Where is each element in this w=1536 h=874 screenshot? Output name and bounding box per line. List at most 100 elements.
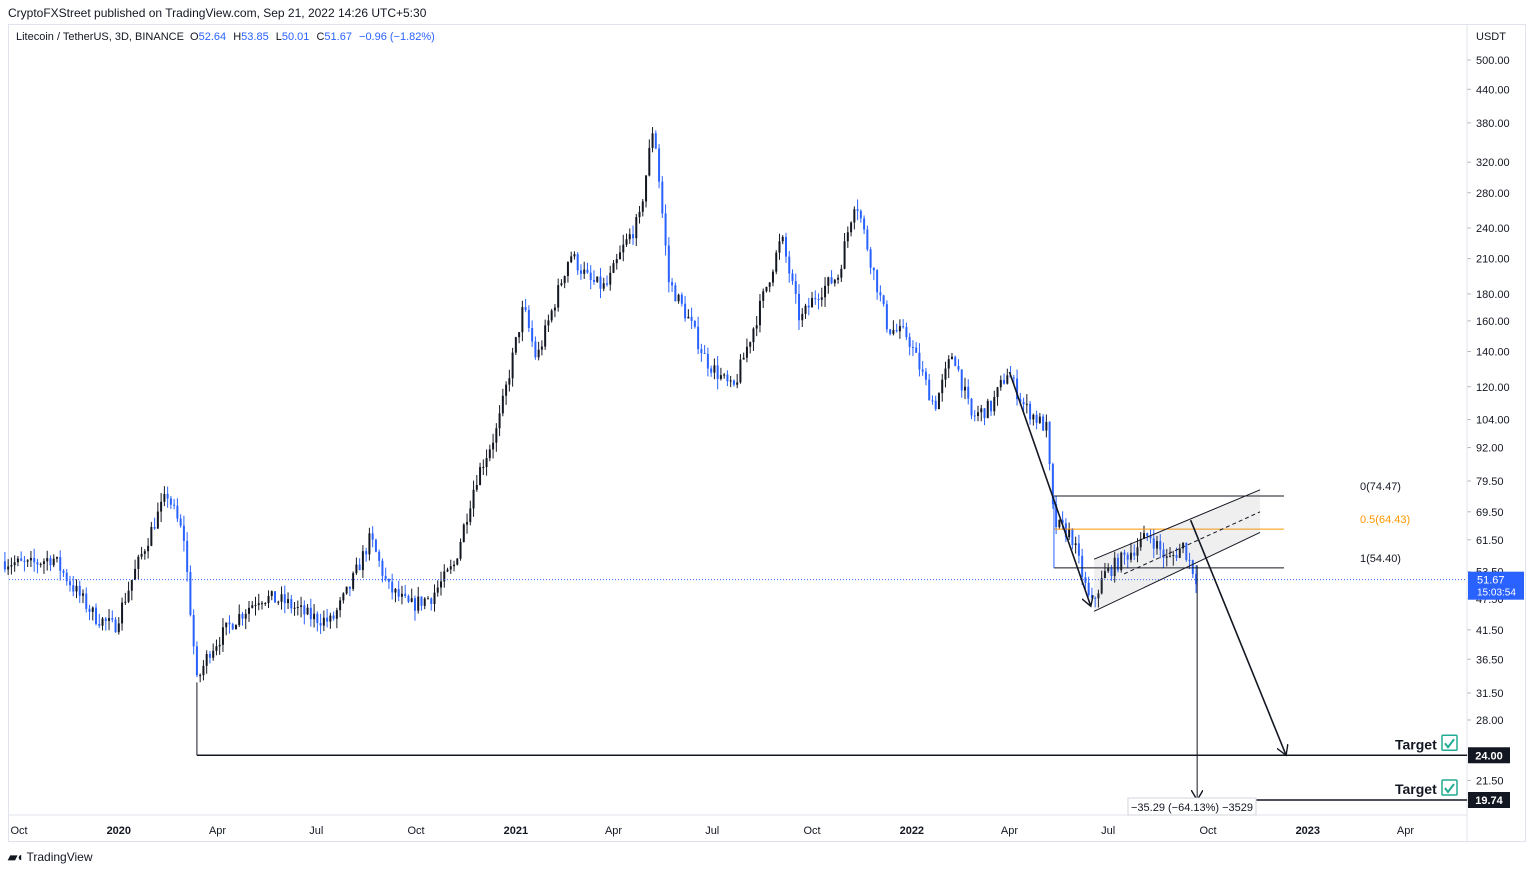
candle: [973, 410, 976, 422]
candle: [863, 215, 866, 235]
candle-body: [332, 615, 335, 619]
candle-body: [1035, 414, 1038, 423]
candle-body: [758, 300, 761, 326]
candle-body: [1156, 541, 1159, 549]
candle: [1178, 543, 1181, 559]
candle-body: [755, 325, 758, 329]
candle-body: [348, 586, 351, 589]
candle: [954, 355, 957, 367]
candle-body: [374, 539, 377, 552]
candle: [736, 373, 739, 389]
tradingview-footer[interactable]: ▰◖ TradingView: [8, 850, 93, 864]
candle-body: [261, 603, 264, 605]
candle-body: [29, 557, 32, 561]
candle-body: [400, 593, 403, 597]
candle: [482, 459, 485, 475]
candle-body: [658, 148, 661, 182]
candle: [368, 527, 371, 561]
candle-body: [619, 252, 622, 260]
candle-body: [905, 327, 908, 338]
candle-body: [101, 618, 104, 626]
candle-body: [1029, 403, 1032, 420]
candle: [1185, 542, 1188, 562]
candle: [85, 587, 88, 613]
candle-body: [706, 353, 709, 369]
symbol-name[interactable]: Litecoin / TetherUS, 3D, BINANCE: [16, 31, 184, 43]
time-tick-label: 2023: [1296, 825, 1320, 837]
candle: [648, 139, 651, 177]
candle: [446, 567, 449, 573]
candle-body: [716, 365, 719, 379]
candle-body: [75, 585, 78, 592]
price-tick-label: 210.00: [1476, 254, 1510, 266]
candle-body: [423, 598, 426, 606]
candle-body: [143, 551, 146, 554]
candle-body: [430, 598, 433, 604]
candle: [436, 580, 439, 597]
candle: [88, 604, 91, 621]
candle-body: [505, 384, 508, 396]
candle-body: [257, 603, 260, 605]
candle-body: [397, 589, 400, 597]
candle-body: [937, 393, 940, 410]
candle: [557, 278, 560, 312]
candle: [924, 367, 927, 386]
candle: [1084, 571, 1087, 590]
candle: [423, 597, 426, 610]
candle-body: [150, 526, 153, 546]
candle: [1156, 535, 1159, 555]
candle-body: [661, 181, 664, 214]
candle: [937, 392, 940, 410]
candle-body: [592, 279, 595, 282]
price-tick-label: 28.00: [1476, 715, 1504, 727]
candle-body: [1038, 416, 1041, 423]
candle: [531, 320, 534, 347]
candle: [309, 598, 312, 627]
candle: [794, 273, 797, 304]
candle: [745, 338, 748, 363]
candle-body: [957, 366, 960, 370]
candle: [817, 293, 820, 310]
candle: [300, 596, 303, 618]
candle-body: [1090, 595, 1093, 598]
target-label: Target: [1395, 781, 1437, 797]
candle: [742, 352, 745, 360]
time-tick-label: Apr: [1397, 825, 1414, 837]
candle: [732, 379, 735, 387]
candle-body: [1159, 541, 1162, 550]
candle-body: [117, 623, 120, 633]
candle-body: [440, 581, 443, 588]
candle: [963, 377, 966, 400]
candle-body: [433, 592, 436, 604]
candle-body: [560, 283, 563, 286]
candle-body: [921, 369, 924, 372]
candle-body: [234, 625, 237, 630]
candle: [313, 604, 316, 628]
candle: [261, 600, 264, 610]
candle: [459, 538, 462, 561]
candle-body: [996, 387, 999, 397]
candle: [902, 319, 905, 329]
candle-body: [495, 428, 498, 443]
candle-body: [524, 307, 527, 311]
candle-body: [843, 241, 846, 269]
candle: [1152, 528, 1155, 559]
candle-body: [296, 606, 299, 608]
candle: [293, 601, 296, 616]
candle-body: [1107, 567, 1110, 572]
candle-body: [166, 493, 169, 499]
candle-body: [713, 365, 716, 373]
candle-body: [788, 256, 791, 274]
candle: [163, 486, 166, 507]
candle-body: [742, 357, 745, 360]
candle: [1097, 589, 1100, 608]
candle-body: [850, 222, 853, 233]
candle: [1077, 534, 1080, 564]
candle-body: [1048, 421, 1051, 464]
tradingview-logo-text: TradingView: [26, 850, 93, 864]
candle: [358, 558, 361, 571]
candle: [62, 569, 65, 577]
candle: [329, 612, 332, 629]
candle: [596, 276, 599, 283]
